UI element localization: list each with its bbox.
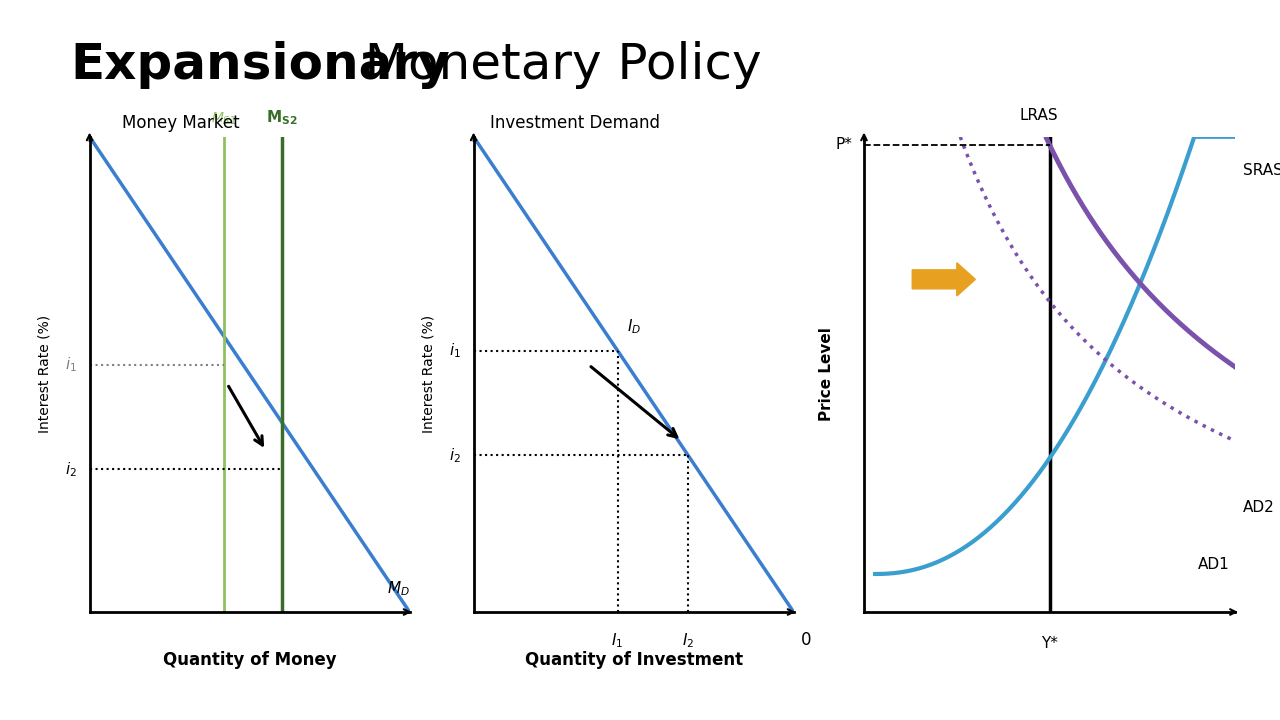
- Text: Price Level: Price Level: [819, 328, 835, 421]
- Text: Expansionary: Expansionary: [70, 41, 451, 89]
- Text: Quantity of Money: Quantity of Money: [163, 651, 337, 668]
- Text: $i_2$: $i_2$: [65, 460, 77, 479]
- Text: $i_2$: $i_2$: [449, 446, 461, 464]
- Text: $M_D$: $M_D$: [388, 579, 410, 598]
- Text: $I_2$: $I_2$: [682, 631, 694, 649]
- Text: Investment Demand: Investment Demand: [490, 114, 659, 132]
- Text: LRAS: LRAS: [1019, 107, 1057, 122]
- Text: Monetary Policy: Monetary Policy: [349, 41, 762, 89]
- Text: SRAS: SRAS: [1243, 163, 1280, 178]
- Text: AD1: AD1: [1198, 557, 1230, 572]
- Text: $i_1$: $i_1$: [65, 356, 77, 374]
- Text: Y*: Y*: [1041, 636, 1059, 651]
- Text: P*: P*: [836, 138, 852, 153]
- FancyArrow shape: [913, 263, 975, 296]
- Text: $i_1$: $i_1$: [449, 341, 461, 360]
- Text: Interest Rate (%): Interest Rate (%): [422, 315, 435, 433]
- Text: $\mathbf{M_{S2}}$: $\mathbf{M_{S2}}$: [266, 109, 297, 127]
- Text: Money Market: Money Market: [122, 114, 239, 132]
- Text: $I_1$: $I_1$: [612, 631, 623, 649]
- Text: AD2: AD2: [1243, 500, 1275, 515]
- Text: Quantity of Investment: Quantity of Investment: [525, 651, 742, 668]
- Text: $I_D$: $I_D$: [627, 318, 641, 336]
- Text: $M_{S1}$: $M_{S1}$: [211, 111, 237, 127]
- Text: 0: 0: [801, 631, 812, 649]
- Text: Interest Rate (%): Interest Rate (%): [38, 315, 51, 433]
